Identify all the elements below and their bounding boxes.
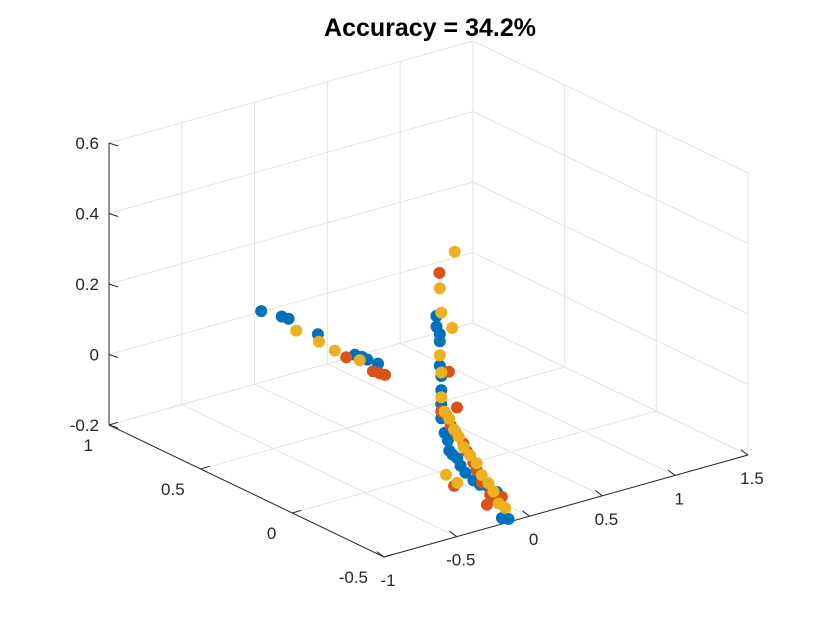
data-point-series-3 [452, 430, 465, 443]
x-tick-mark [449, 530, 458, 537]
grid-line [200, 366, 565, 470]
data-point-series-2 [480, 498, 493, 511]
data-point-series-3 [353, 354, 366, 367]
data-point-series-3 [290, 324, 303, 337]
x-tick-mark [740, 449, 749, 456]
point-layer [255, 245, 515, 525]
data-point-series-2 [340, 351, 353, 364]
chart-title: Accuracy = 34.2% [324, 14, 536, 42]
grid-line [472, 181, 749, 315]
data-point-series-3 [470, 457, 483, 470]
z-tick-mark [108, 283, 119, 288]
y-axis-line [108, 424, 385, 558]
y-tick-label: 1 [84, 436, 93, 455]
data-point-series-3 [464, 449, 477, 462]
z-tick-label: 0.2 [75, 275, 99, 294]
x-tick-label: 0 [529, 530, 538, 549]
data-point-series-1 [459, 466, 472, 479]
x-axis-line [383, 454, 749, 558]
data-point-series-1 [441, 434, 454, 447]
data-point-series-1 [282, 312, 295, 325]
data-point-series-3 [451, 476, 464, 489]
data-point-series-1 [502, 513, 515, 525]
x-tick-mark [376, 551, 385, 558]
y-tick-mark [292, 509, 302, 514]
z-tick-mark [108, 424, 119, 429]
grid-line [108, 40, 474, 144]
y-tick-mark [108, 421, 119, 426]
data-point-series-3 [487, 485, 500, 498]
grid-line [399, 342, 676, 476]
x-tick-mark [522, 510, 530, 517]
data-point-series-3 [499, 501, 512, 514]
data-point-series-3 [435, 391, 448, 404]
z-tick-label: -0.2 [70, 416, 99, 435]
y-tick-label: 0.5 [161, 480, 185, 499]
data-point-series-3 [475, 469, 488, 482]
data-point-series-2 [451, 401, 463, 414]
x-tick-mark [667, 469, 676, 476]
x-tick-label: 1.5 [740, 469, 764, 488]
grid-line [108, 252, 474, 355]
grid-line [108, 181, 474, 285]
grid-line [472, 40, 749, 174]
data-point-series-3 [313, 335, 325, 348]
z-tick-mark [108, 213, 119, 217]
axis-layer [108, 142, 749, 558]
data-point-series-3 [435, 306, 448, 319]
data-point-series-3 [448, 245, 461, 258]
tick-label-layer: -1-0.500.511.5-0.500.51-0.200.20.40.6 [70, 134, 764, 590]
x-tick-label: 1 [674, 489, 683, 508]
y-tick-label: 0 [267, 524, 276, 543]
data-point-series-3 [446, 321, 459, 334]
y-tick-mark [383, 553, 394, 558]
grid-line [108, 111, 474, 214]
z-tick-label: 0.6 [75, 134, 99, 153]
data-point-series-2 [379, 368, 391, 381]
data-point-series-3 [443, 412, 456, 425]
data-point-series-3 [435, 366, 448, 379]
data-point-series-3 [433, 349, 446, 362]
data-point-series-3 [328, 344, 341, 357]
x-tick-label: -0.5 [446, 551, 475, 570]
grid-line [254, 383, 530, 517]
z-tick-mark [108, 142, 119, 147]
grid-line [472, 322, 749, 456]
y-tick-label: -0.5 [339, 568, 368, 587]
grid-line [181, 404, 458, 538]
x-tick-label: -1 [380, 571, 395, 590]
grid-line [108, 322, 474, 426]
grid-line [327, 363, 603, 497]
z-tick-mark [108, 354, 119, 358]
x-tick-mark [594, 489, 603, 497]
y-tick-mark [200, 465, 210, 470]
grid-line [472, 111, 749, 244]
data-point-series-3 [433, 282, 446, 295]
z-tick-label: 0 [90, 346, 99, 365]
data-point-series-3 [440, 468, 452, 481]
data-point-series-1 [255, 305, 268, 318]
data-point-series-3 [457, 441, 470, 454]
data-point-series-1 [433, 335, 446, 348]
grid-line [472, 252, 749, 385]
z-tick-label: 0.4 [75, 205, 99, 224]
x-tick-label: 0.5 [595, 510, 619, 529]
data-point-series-2 [433, 266, 446, 279]
grid-layer [108, 40, 749, 558]
